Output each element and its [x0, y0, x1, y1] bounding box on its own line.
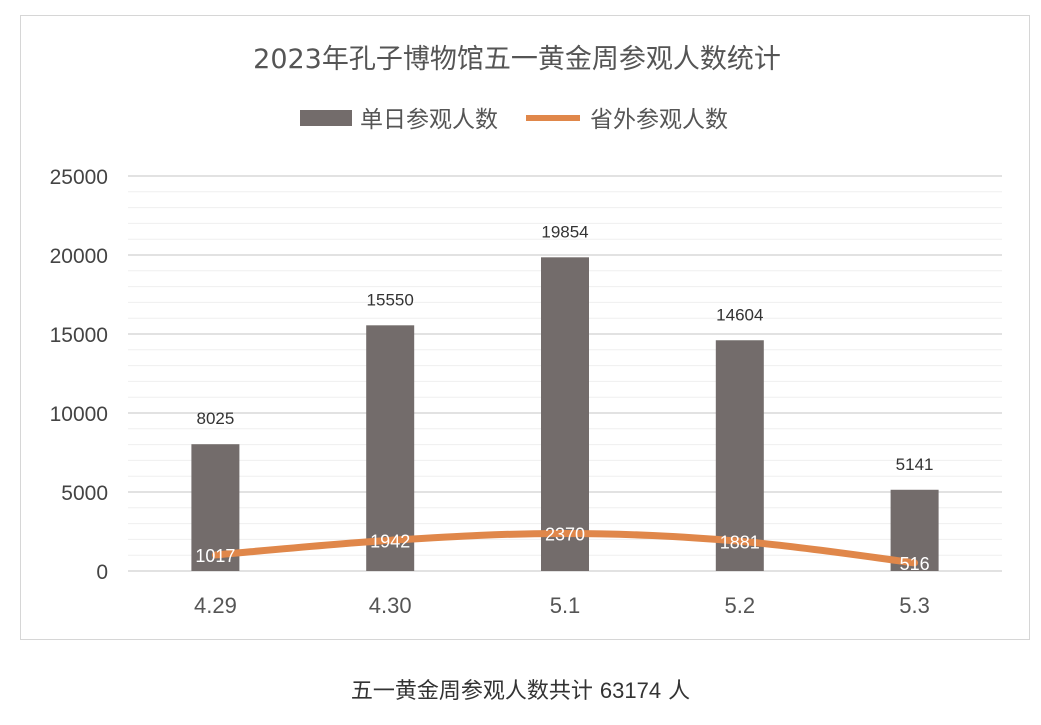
caption: 五一黄金周参观人数共计 63174 人	[0, 673, 1041, 705]
line-value-label: 1942	[370, 531, 410, 551]
bar-value-label: 14604	[716, 305, 763, 324]
bar-value-label: 8025	[196, 409, 234, 428]
bar-value-label: 15550	[367, 290, 414, 309]
y-tick-label: 0	[96, 561, 108, 584]
legend: 单日参观人数 省外参观人数	[300, 107, 728, 133]
line-value-label: 516	[900, 554, 930, 574]
y-tick-label: 5000	[61, 482, 108, 505]
x-tick-label: 5.2	[725, 593, 756, 618]
bars	[191, 257, 939, 571]
legend-bar-label: 单日参观人数	[360, 107, 498, 133]
legend-line-label: 省外参观人数	[590, 107, 728, 133]
chart-title: 2023年孔子博物馆五一黄金周参观人数统计	[253, 44, 781, 75]
bar	[191, 444, 240, 571]
x-tick-label: 5.1	[550, 593, 581, 618]
bar-labels: 8025 15550 19854 14604 5141	[196, 222, 933, 473]
line-series	[211, 530, 919, 567]
y-tick-label: 20000	[50, 245, 108, 268]
bar	[541, 257, 589, 571]
caption-total: 63174	[599, 678, 662, 703]
x-tick-label: 5.3	[899, 593, 930, 618]
line-value-label: 2370	[545, 525, 585, 545]
bar-value-label: 19854	[541, 222, 588, 241]
x-tick-label: 4.29	[194, 593, 237, 618]
legend-bar-swatch	[300, 110, 352, 126]
bar	[715, 340, 764, 571]
bar	[366, 325, 415, 571]
y-axis: 0 5000 10000 15000 20000 25000	[50, 166, 108, 584]
line-labels: 1017 1942 2370 1881 516	[195, 525, 929, 574]
y-tick-label: 25000	[50, 166, 108, 189]
caption-prefix: 五一黄金周参观人数共计	[350, 679, 593, 704]
x-tick-label: 4.30	[369, 593, 412, 618]
line-value-label: 1881	[720, 532, 760, 552]
y-tick-label: 15000	[50, 324, 108, 347]
x-axis: 4.29 4.30 5.1 5.2 5.3	[194, 593, 930, 618]
y-tick-label: 10000	[50, 403, 108, 426]
bar-value-label: 5141	[896, 455, 934, 474]
line-path	[211, 530, 919, 567]
line-value-label: 1017	[195, 546, 235, 566]
caption-suffix: 人	[668, 679, 691, 704]
